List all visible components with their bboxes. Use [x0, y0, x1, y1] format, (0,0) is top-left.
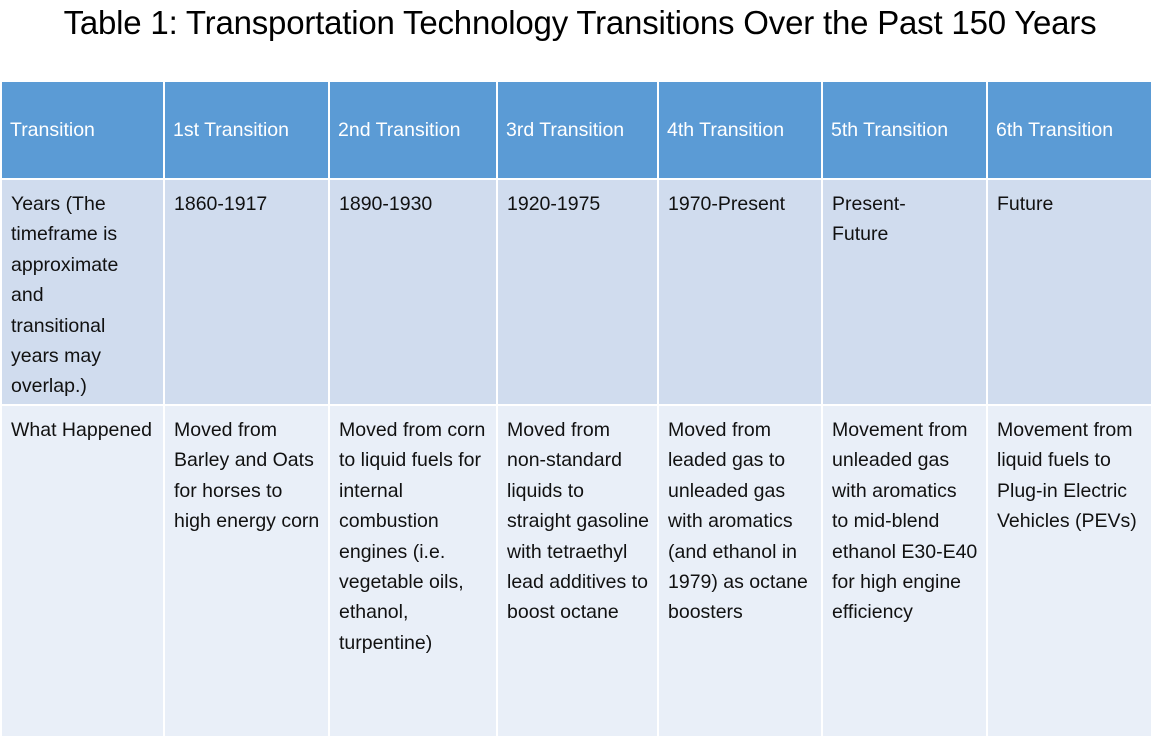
- what-6th: Movement from liquid fuels to Plug-in El…: [997, 419, 1137, 533]
- page-title: Table 1: Transportation Technology Trans…: [63, 4, 1097, 41]
- header-4th-transition: 4th Transition: [657, 80, 823, 180]
- table-cell: 1890-1930: [328, 178, 498, 406]
- table-row-years: Years (The timeframe is approximate and …: [0, 178, 1153, 406]
- table-cell: Moved from Barley and Oats for horses to…: [163, 404, 330, 738]
- header-2nd-transition: 2nd Transition: [328, 80, 498, 180]
- table-cell: Moved from leaded gas to unleaded gas wi…: [657, 404, 823, 738]
- table-cell: Movement from liquid fuels to Plug-in El…: [986, 404, 1153, 738]
- table-cell: Moved from corn to liquid fuels for inte…: [328, 404, 498, 738]
- what-4th: Moved from leaded gas to unleaded gas wi…: [668, 419, 808, 624]
- what-3rd: Moved from non-standard liquids to strai…: [507, 419, 650, 624]
- header-1st-transition: 1st Transition: [163, 80, 330, 180]
- header-5th-transition: 5th Transition: [821, 80, 988, 180]
- table-cell: Movement from unleaded gas with aromatic…: [821, 404, 988, 738]
- years-1st: 1860-1917: [174, 193, 268, 215]
- table-cell: Moved from non-standard liquids to strai…: [496, 404, 659, 738]
- header-transition: Transition: [0, 80, 165, 180]
- row-label-what-happened: What Happened: [11, 419, 152, 441]
- years-3rd: 1920-1975: [507, 193, 601, 215]
- table-cell: Present-Future: [821, 178, 988, 406]
- years-6th: Future: [997, 193, 1054, 215]
- table-cell: Future: [986, 178, 1153, 406]
- table-header-row: Transition 1st Transition 2nd Transition…: [0, 80, 1153, 180]
- row-label-cell: What Happened: [0, 404, 165, 738]
- transitions-table: Transition 1st Transition 2nd Transition…: [0, 80, 1153, 738]
- header-6th-transition: 6th Transition: [986, 80, 1153, 180]
- what-5th: Movement from unleaded gas with aromatic…: [832, 419, 978, 624]
- what-1st: Moved from Barley and Oats for horses to…: [174, 419, 320, 533]
- table-cell: 1920-1975: [496, 178, 659, 406]
- table-row-what-happened: What Happened Moved from Barley and Oats…: [0, 404, 1153, 738]
- what-2nd: Moved from corn to liquid fuels for inte…: [339, 419, 486, 654]
- years-4th: 1970-Present: [668, 193, 786, 215]
- header-3rd-transition: 3rd Transition: [496, 80, 659, 180]
- table-cell: 1970-Present: [657, 178, 823, 406]
- table-cell: 1860-1917: [163, 178, 330, 406]
- years-2nd: 1890-1930: [339, 193, 433, 215]
- years-5th: Present-Future: [832, 193, 906, 246]
- row-label-cell: Years (The timeframe is approximate and …: [0, 178, 165, 406]
- row-label-years: Years (The timeframe is approximate and …: [11, 193, 119, 398]
